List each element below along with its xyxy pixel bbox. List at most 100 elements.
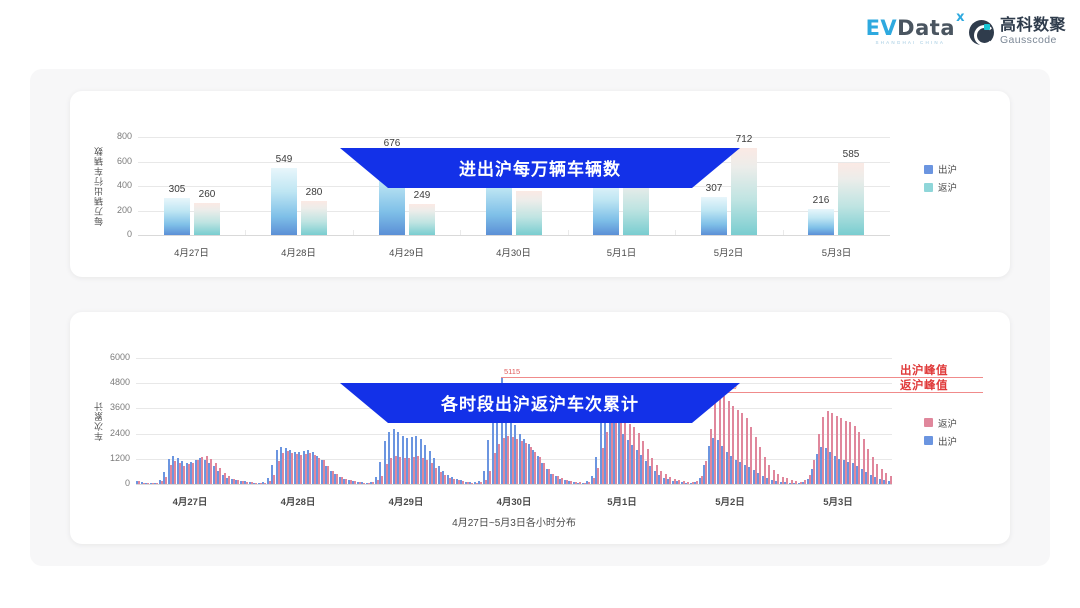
chart2-bar-out (554, 476, 557, 484)
chart1-legend: 出沪 返沪 (924, 162, 957, 194)
chart1-bar-返沪-5月2日 (731, 148, 757, 235)
chart2-bar-out (559, 478, 562, 484)
chart2-bar-out (509, 406, 512, 484)
chart2-bar-back (574, 481, 577, 484)
chart2-bar-out (577, 482, 580, 484)
chart2-bar-out (221, 474, 224, 484)
brand-logo-strip: EVData x shanghai china 高科数聚 Gausscode (866, 11, 1066, 50)
chart2-bar-back (561, 478, 564, 484)
chart2-peak-back-title: 返沪峰值 (900, 380, 948, 392)
chart2-bar-out (766, 478, 769, 484)
chart2-bar-out (442, 470, 445, 484)
chart2-bar-back (318, 457, 321, 484)
chart2-bar-out (338, 477, 341, 484)
chart2-bar-out (280, 446, 283, 484)
chart2-bar-out (721, 446, 724, 484)
chart2-bar-back (196, 460, 199, 484)
chart2-bar-back (538, 457, 541, 484)
chart2-bar-back (876, 464, 879, 484)
chart2-bar-out (869, 474, 872, 484)
chart2-bar-back (601, 448, 604, 484)
chart1-x-tick-5月1日: 5月1日 (606, 248, 637, 259)
chart2-bar-out (424, 444, 427, 484)
chart2-bar-back (700, 476, 703, 484)
chart2-bar-back (259, 482, 262, 484)
chart2-bar-back (489, 470, 492, 484)
chart2-bar-back (822, 417, 825, 484)
chart2-bar-back (660, 470, 663, 484)
chart2-bar-out (496, 382, 499, 484)
chart1-group-separator (245, 230, 246, 235)
chart2-bar-back (682, 481, 685, 484)
chart2-bar-back (435, 467, 438, 484)
chart2-bar-out (505, 386, 508, 484)
chart2-gridline (136, 484, 892, 485)
chart2-bar-back (322, 460, 325, 484)
chart2-bar-back (754, 436, 757, 484)
chart1-legend-item-出沪[interactable]: 出沪 (924, 162, 957, 176)
chart2-bar-back (214, 462, 217, 484)
chart2-bar-back (813, 459, 816, 484)
chart2-bar-out (775, 480, 778, 484)
chart2-bar-out (262, 482, 265, 484)
chart2-bar-out (568, 480, 571, 484)
chart2-bar-back (210, 459, 213, 484)
chart2-bar-back (799, 481, 802, 484)
chart2-bar-out (842, 460, 845, 484)
chart2-x-tick-4月30日: 4月30日 (496, 497, 532, 508)
chart2-bar-out (694, 481, 697, 484)
chart2-bar-out (703, 465, 706, 484)
chart2-bar-out (860, 468, 863, 484)
chart2-bar-back (390, 457, 393, 484)
chart2-bar-out (581, 482, 584, 484)
chart2-legend: 返沪 出沪 (924, 416, 957, 448)
chart1-bar-返沪-4月30日 (516, 191, 542, 235)
chart2-gridline (136, 358, 892, 359)
chart2-bar-out (145, 482, 148, 484)
chart2-bar-out (451, 477, 454, 484)
chart2-bar-out (550, 473, 553, 484)
chart2-bar-back (606, 431, 609, 484)
chart2-bar-out (212, 466, 215, 484)
chart2-bar-back (444, 474, 447, 484)
chart2-bar-out (658, 475, 661, 484)
chart2-bar-back (507, 435, 510, 484)
chart1-legend-swatch (924, 164, 933, 174)
chart2-bar-out (748, 467, 751, 484)
evdata-logo: EVData x shanghai china (866, 11, 965, 46)
chart2-bar-back (453, 479, 456, 484)
chart2-legend-item-出沪[interactable]: 出沪 (924, 434, 957, 448)
chart2-bar-out (136, 481, 139, 484)
chart2-bar-back (147, 483, 150, 484)
chart2-bar-back (160, 481, 163, 484)
chart2-bar-out (752, 470, 755, 484)
chart2-bar-back (502, 438, 505, 484)
chart2-bar-back (300, 454, 303, 484)
chart2-bar-out (284, 447, 287, 484)
chart1-y-tick: 200 (116, 204, 132, 215)
chart2-bar-back (858, 431, 861, 484)
chart2-bar-out (410, 437, 413, 484)
chart2-bar-out (302, 451, 305, 484)
chart2-bar-back (642, 440, 645, 484)
chart2-bar-out (532, 449, 535, 484)
chart2-bar-back (457, 480, 460, 484)
chart2-bar-out (397, 432, 400, 484)
chart1-legend-item-返沪[interactable]: 返沪 (924, 180, 957, 194)
chart2-bar-out (514, 425, 517, 484)
chart1-bar-返沪-4月27日 (194, 203, 220, 235)
chart2-bar-out (473, 482, 476, 484)
chart2-bar-back (520, 440, 523, 484)
chart2-bar-back (466, 482, 469, 484)
chart2-bar-out (788, 482, 791, 484)
chart2-bar-out (815, 454, 818, 484)
chart2-bar-back (853, 425, 856, 484)
chart2-bar-back (219, 468, 222, 484)
chart2-bar-out (199, 458, 202, 484)
chart2-bar-back (169, 465, 172, 484)
chart2-bar-out (460, 480, 463, 484)
chart2-legend-item-返沪[interactable]: 返沪 (924, 416, 957, 430)
hourly-trips-title-ribbon: 各时段出沪返沪车次累计 (340, 383, 740, 423)
evdata-suffix: Data (897, 16, 955, 41)
